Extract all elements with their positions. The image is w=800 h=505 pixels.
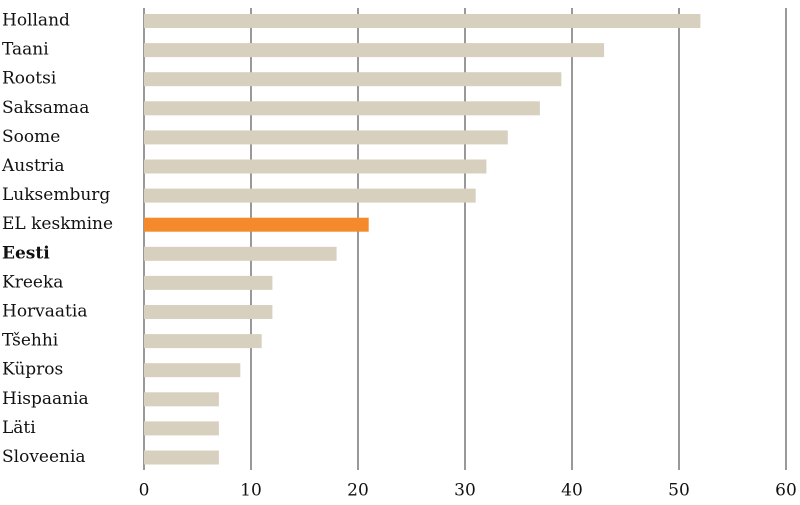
y-tick-label: Läti [2, 418, 36, 438]
bar [144, 246, 337, 261]
bar [144, 159, 487, 174]
bar [144, 101, 540, 116]
y-tick-label: Hispaania [2, 389, 89, 409]
bar [144, 43, 605, 58]
y-tick-label: Tšehhi [2, 331, 59, 351]
x-tick-label: 30 [454, 481, 476, 501]
bar [144, 392, 219, 407]
x-tick-label: 0 [139, 481, 150, 501]
x-tick-label: 10 [240, 481, 262, 501]
y-tick-label: Austria [1, 156, 64, 176]
bar [144, 217, 369, 232]
bar [144, 334, 262, 349]
bar [144, 363, 241, 378]
x-tick-label: 20 [347, 481, 369, 501]
y-tick-label: Sloveenia [2, 447, 86, 467]
y-tick-label: Horvaatia [2, 302, 87, 322]
x-tick-label: 40 [561, 481, 583, 501]
bar [144, 188, 476, 203]
y-tick-label: Eesti [2, 243, 50, 263]
y-tick-label: Kreeka [2, 272, 63, 292]
x-tick-label: 50 [668, 481, 690, 501]
bar [144, 450, 219, 465]
bar [144, 14, 701, 28]
bar [144, 421, 219, 436]
bar [144, 305, 273, 319]
y-tick-label: Küpros [2, 360, 63, 380]
y-tick-label: Holland [2, 11, 70, 31]
y-tick-label: EL keskmine [2, 214, 113, 234]
bar [144, 275, 273, 290]
y-tick-label: Soome [2, 127, 60, 147]
y-tick-label: Luksemburg [2, 185, 110, 205]
bar [144, 130, 508, 145]
y-tick-label: Rootsi [2, 69, 57, 89]
y-tick-label: Taani [2, 40, 49, 60]
x-tick-label: 60 [775, 481, 797, 501]
bar [144, 72, 562, 87]
y-tick-label: Saksamaa [2, 98, 89, 118]
